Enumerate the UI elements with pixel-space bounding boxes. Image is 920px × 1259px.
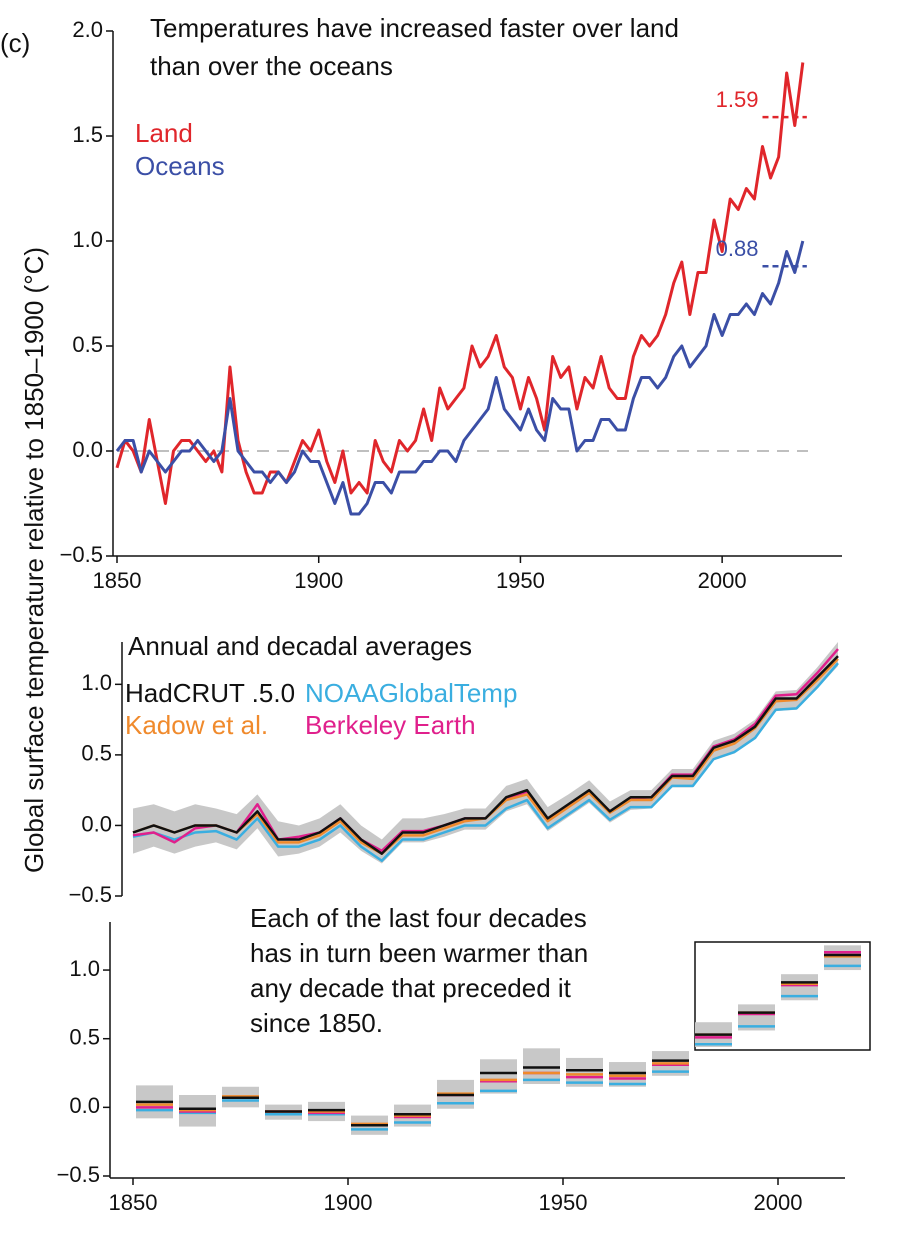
chart-title: than over the oceans [150,51,393,81]
y-tick-label: 1.0 [69,956,100,981]
x-tick-label: 1950 [496,568,545,593]
legend-label: Land [135,118,193,148]
y-tick-label: 1.0 [81,670,112,695]
series-line [132,662,839,862]
x-tick-label: 1850 [93,568,142,593]
recent-mean-label: 0.88 [716,236,759,261]
panel-label: (c) [0,28,30,58]
y-tick-label: 0.0 [72,437,103,462]
y-tick-label: 1.0 [72,227,103,252]
chart-title: Temperatures have increased faster over … [150,13,679,43]
y-tick-label: 0.5 [81,741,112,766]
x-tick-label: 1900 [294,568,343,593]
legend-label: Kadow et al. [125,710,268,740]
recent-mean-label: 1.59 [716,87,759,112]
y-tick-label: −0.5 [60,542,103,567]
y-tick-label: 0.0 [81,811,112,836]
y-tick-label: 1.5 [72,122,103,147]
x-tick-label: 1850 [109,1190,158,1215]
y-tick-label: 0.5 [69,1025,100,1050]
x-tick-label: 2000 [698,568,747,593]
annotation: has in turn been warmer than [250,938,588,968]
x-tick-label: 1950 [539,1190,588,1215]
legend-label: Berkeley Earth [305,710,476,740]
y-tick-label: 0.5 [72,332,103,357]
x-tick-label: 1900 [324,1190,373,1215]
annotation: since 1850. [250,1008,383,1038]
series-line [115,240,805,516]
annotation: Each of the last four decades [250,903,587,933]
annotation: any decade that preceded it [250,973,572,1003]
series-line [132,655,839,855]
legend-label: Oceans [135,151,225,181]
y-axis-label: Global surface temperature relative to 1… [19,247,49,873]
x-tick-label: 2000 [754,1190,803,1215]
range-box [480,1059,517,1094]
y-tick-label: −0.5 [57,1162,100,1187]
legend-label: HadCRUT .5.0 [125,678,295,708]
y-tick-label: 2.0 [72,17,103,42]
legend-label: NOAAGlobalTemp [305,678,517,708]
chart-title: Annual and decadal averages [128,631,472,661]
series-line [115,62,805,505]
inset-frame [694,941,871,1051]
range-box [523,1048,560,1085]
y-tick-label: −0.5 [69,882,112,907]
y-tick-label: 0.0 [69,1093,100,1118]
range-box [609,1062,646,1087]
